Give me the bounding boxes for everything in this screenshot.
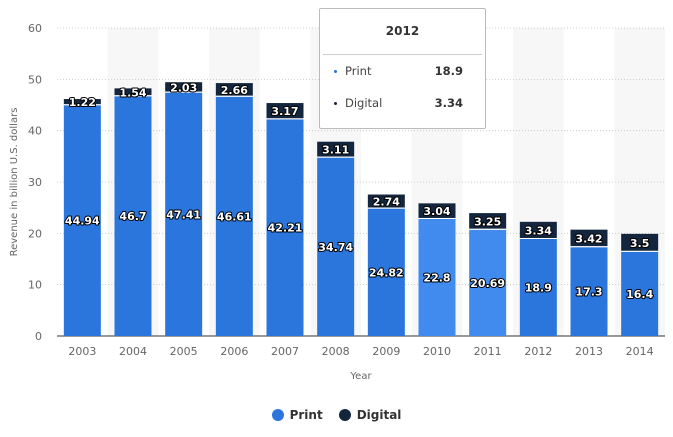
data-label-digital-2010: 3.04 xyxy=(423,205,450,218)
bar-digital-2004 xyxy=(114,88,152,96)
data-label-digital-2007: 3.17 xyxy=(271,105,298,118)
data-label-print-2005: 47.41 xyxy=(166,208,201,221)
print-dot-icon xyxy=(334,70,337,73)
bar-digital-2008 xyxy=(317,141,355,157)
legend: Print Digital xyxy=(0,408,673,422)
tooltip-title: 2012 xyxy=(323,9,482,55)
bar-digital-2003 xyxy=(63,99,101,105)
data-label-digital-2006: 2.66 xyxy=(221,84,248,97)
x-tick-label: 2003 xyxy=(68,345,96,358)
legend-item-digital[interactable]: Digital xyxy=(338,408,402,422)
x-tick-label: 2012 xyxy=(524,345,552,358)
digital-dot-icon xyxy=(334,102,337,105)
legend-item-print[interactable]: Print xyxy=(271,408,323,422)
data-label-digital-2005: 2.03 xyxy=(170,81,197,94)
bar-digital-2012 xyxy=(519,221,557,238)
bar-digital-2014 xyxy=(621,233,659,251)
bar-print-2009 xyxy=(367,208,405,336)
tooltip-digital-value: 3.34 xyxy=(434,96,463,110)
y-tick-label: 0 xyxy=(35,330,42,343)
bar-digital-2006 xyxy=(215,83,253,96)
x-tick-label: 2008 xyxy=(322,345,350,358)
bar-print-2010 xyxy=(418,218,456,336)
data-label-print-2011: 20.69 xyxy=(470,277,505,290)
x-tick-label: 2010 xyxy=(423,345,451,358)
bar-digital-2005 xyxy=(165,82,203,92)
x-tick-label: 2013 xyxy=(575,345,603,358)
data-label-print-2010: 22.8 xyxy=(423,271,450,284)
bar-print-2007 xyxy=(266,119,304,337)
data-label-print-2003: 44.94 xyxy=(65,215,100,228)
bar-print-2006 xyxy=(215,96,253,336)
y-tick-label: 40 xyxy=(28,125,42,138)
tooltip-print-label: Print xyxy=(345,64,372,78)
legend-print-label: Print xyxy=(289,408,323,422)
data-label-print-2009: 24.82 xyxy=(369,266,404,279)
print-swatch-icon xyxy=(271,409,284,421)
bar-digital-2011 xyxy=(469,213,507,229)
tooltip-row-digital: Digital 3.34 xyxy=(320,87,485,119)
bar-print-2004 xyxy=(114,96,152,336)
tooltip-row-print: Print 18.9 xyxy=(320,55,485,87)
data-label-print-2013: 17.3 xyxy=(575,286,602,299)
data-label-digital-2013: 3.42 xyxy=(575,232,602,245)
x-tick-label: 2004 xyxy=(119,345,147,358)
bar-digital-2009 xyxy=(367,194,405,208)
y-tick-label: 20 xyxy=(28,227,42,240)
bar-print-2008 xyxy=(317,157,355,336)
y-tick-label: 50 xyxy=(28,73,42,86)
data-label-print-2007: 42.21 xyxy=(268,222,303,235)
y-tick-label: 30 xyxy=(28,176,42,189)
bar-digital-2010 xyxy=(418,203,456,218)
data-label-digital-2009: 2.74 xyxy=(373,196,400,209)
data-label-digital-2008: 3.11 xyxy=(322,144,349,157)
digital-swatch-icon xyxy=(338,409,351,421)
bar-print-2005 xyxy=(165,92,203,337)
x-tick-label: 2011 xyxy=(474,345,502,358)
bar-digital-2007 xyxy=(266,103,304,119)
y-tick-label: 60 xyxy=(28,22,42,35)
tooltip-print-value: 18.9 xyxy=(434,64,463,78)
data-label-digital-2004: 1.54 xyxy=(119,86,146,99)
data-label-digital-2003: 1.22 xyxy=(69,96,96,109)
x-tick-label: 2007 xyxy=(271,345,299,358)
data-label-print-2006: 46.61 xyxy=(217,210,252,223)
x-tick-label: 2005 xyxy=(170,345,198,358)
legend-digital-label: Digital xyxy=(356,408,402,422)
x-tick-label: 2014 xyxy=(626,345,654,358)
bar-print-2014 xyxy=(621,251,659,336)
data-label-digital-2011: 3.25 xyxy=(474,215,501,228)
data-label-print-2014: 16.4 xyxy=(626,288,653,301)
data-label-digital-2014: 3.5 xyxy=(630,237,650,250)
bar-print-2003 xyxy=(63,105,101,336)
data-label-print-2012: 18.9 xyxy=(525,281,552,294)
data-label-print-2008: 34.74 xyxy=(318,241,353,254)
y-tick-label: 10 xyxy=(28,279,42,292)
y-axis-title: Revenue in billion U.S. dollars xyxy=(9,108,20,257)
x-axis-title: Year xyxy=(349,371,372,382)
bar-print-2011 xyxy=(469,229,507,336)
x-tick-label: 2006 xyxy=(220,345,248,358)
data-label-print-2004: 46.7 xyxy=(119,210,146,223)
tooltip-digital-label: Digital xyxy=(345,96,383,110)
bar-print-2013 xyxy=(570,247,608,336)
tooltip: 2012 Print 18.9 Digital 3.34 xyxy=(319,8,486,129)
x-tick-label: 2009 xyxy=(372,345,400,358)
data-label-digital-2012: 3.34 xyxy=(525,224,552,237)
bar-print-2012 xyxy=(519,238,557,336)
bar-digital-2013 xyxy=(570,229,608,247)
